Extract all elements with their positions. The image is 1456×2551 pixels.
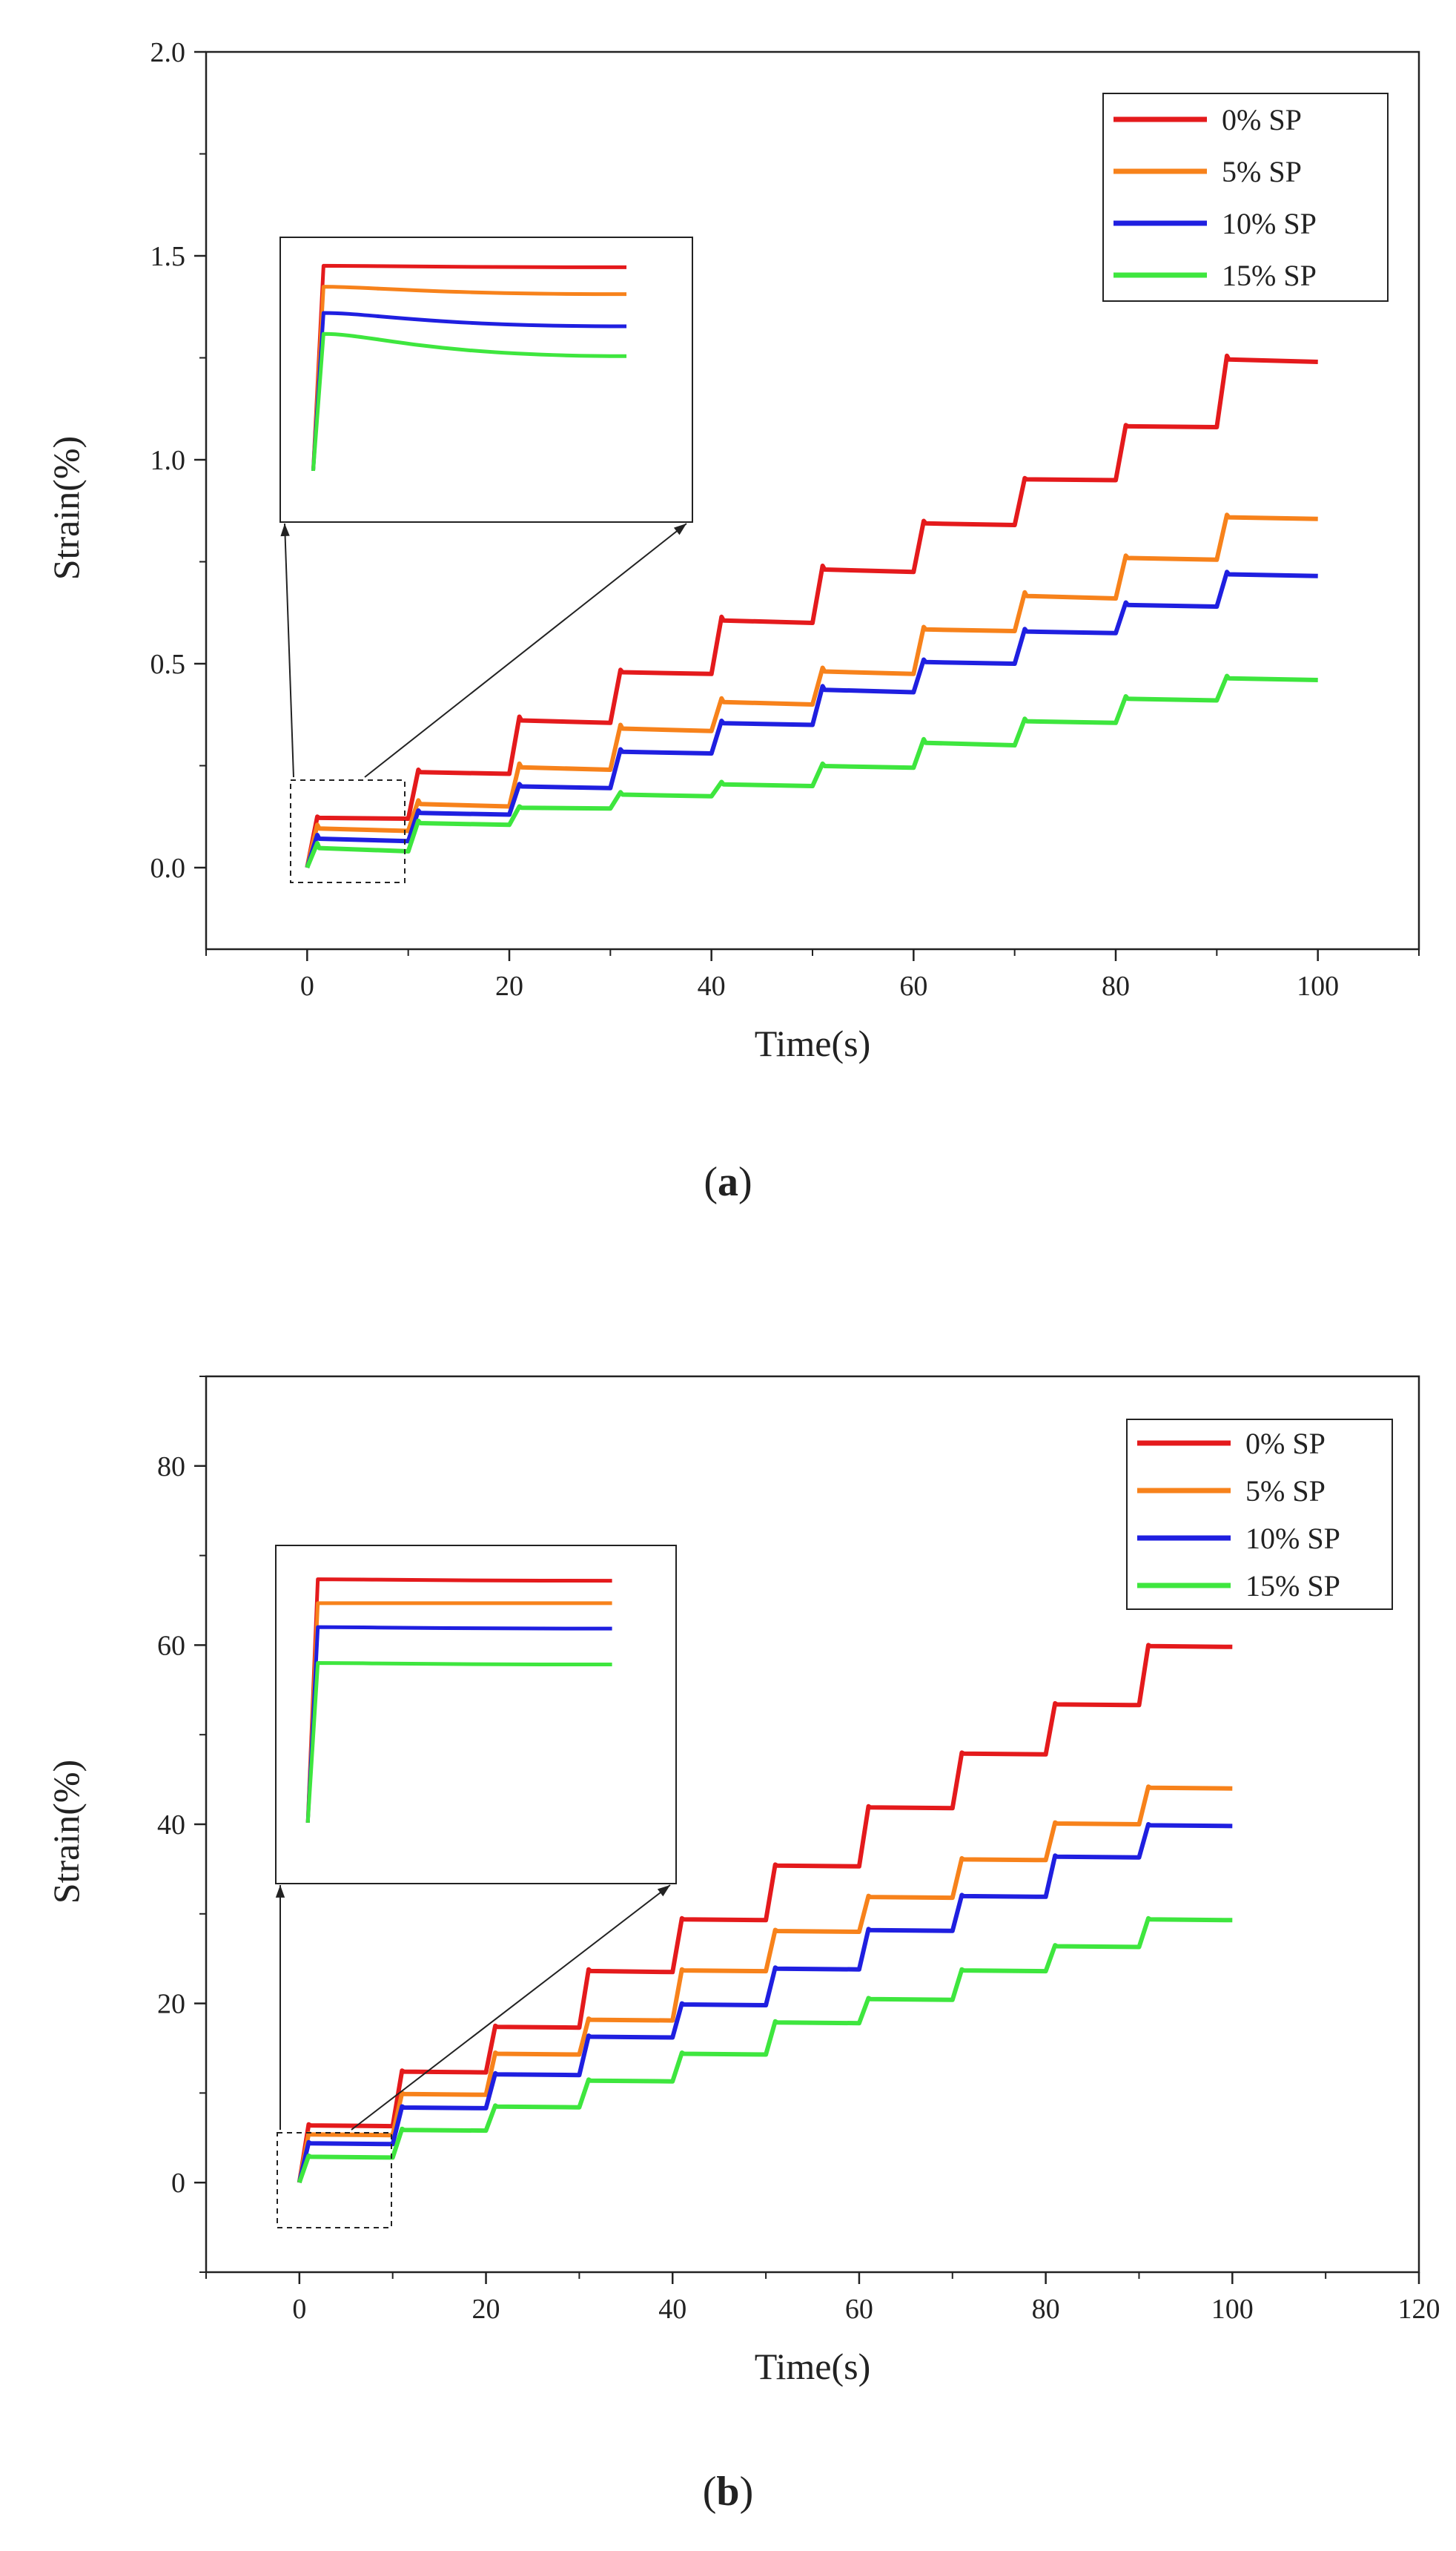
legend-label: 15% SP <box>1245 1569 1340 1603</box>
y-tick-label: 0.5 <box>150 649 186 680</box>
zoom-box <box>277 2132 392 2228</box>
y-tick-label: 20 <box>157 1989 185 2020</box>
y-tick-label: 1.0 <box>150 445 186 476</box>
y-tick-label: 80 <box>157 1451 185 1482</box>
zoom-arrow-left <box>284 523 294 778</box>
series-line-5-sp <box>297 1784 1233 2183</box>
x-tick-label: 0 <box>300 971 314 1002</box>
legend-label: 0% SP <box>1222 103 1302 136</box>
series-line-10-sp <box>297 1822 1233 2183</box>
legend-label: 5% SP <box>1245 1474 1326 1508</box>
series-line-0-sp <box>297 1643 1233 2183</box>
x-tick-label: 40 <box>658 2294 686 2325</box>
zoom-box <box>290 779 406 883</box>
zoom-arrow-right <box>364 523 687 778</box>
legend-label: 5% SP <box>1222 155 1302 188</box>
legend-label: 10% SP <box>1245 1522 1340 1555</box>
x-tick-label: 40 <box>698 971 726 1002</box>
zoom-arrow-right <box>351 1884 671 2131</box>
inset-box <box>279 237 693 523</box>
inset-series-line <box>305 1625 612 1824</box>
inset-series-line <box>305 1601 612 1824</box>
chart-panel-a: 0 20 40 60 80 100 0.0 0.5 1.0 1.5 2.0 Time(s) Strain… <box>45 37 1420 1205</box>
x-tick-label: 100 <box>1297 971 1339 1002</box>
caption-letter: b <box>716 2469 739 2515</box>
zoom-arrow-left-head <box>280 524 290 537</box>
series-line-15-sp <box>297 1915 1233 2184</box>
series-line-0-sp <box>305 353 1318 868</box>
inset-series-line <box>311 331 627 472</box>
legend-label: 15% SP <box>1222 259 1317 292</box>
y-axis-title: Strain(%) <box>45 1760 87 1904</box>
x-tick-label: 120 <box>1398 2294 1440 2325</box>
x-tick-label: 60 <box>899 971 927 1002</box>
zoom-arrow-right-head <box>657 1885 670 1897</box>
x-tick-label: 80 <box>1032 2294 1060 2325</box>
caption-paren: ) <box>740 2469 754 2515</box>
zoom-arrow-right-head <box>673 524 686 535</box>
y-tick-label: 1.5 <box>150 241 186 272</box>
y-tick-label: 0 <box>171 2168 185 2199</box>
x-tick-label: 20 <box>495 971 523 1002</box>
legend-label: 10% SP <box>1222 207 1317 240</box>
caption-paren: ) <box>738 1159 752 1205</box>
inset-series-line <box>311 263 627 472</box>
y-tick-label: 60 <box>157 1630 185 1661</box>
x-tick-label: 60 <box>845 2294 873 2325</box>
panel-caption: (a) <box>704 1159 752 1205</box>
legend-box <box>1126 1419 1393 1610</box>
y-tick-label: 2.0 <box>150 37 186 68</box>
caption-letter: a <box>718 1159 738 1205</box>
caption-paren: ( <box>703 2469 717 2515</box>
caption-paren: ( <box>704 1159 718 1205</box>
legend-label: 0% SP <box>1245 1427 1326 1460</box>
y-tick-label: 40 <box>157 1809 185 1841</box>
x-axis-title: Time(s) <box>755 2346 871 2387</box>
inset-series-line <box>305 1577 612 1824</box>
x-axis-title: Time(s) <box>755 1023 871 1064</box>
series-line-15-sp <box>305 673 1318 869</box>
x-tick-label: 80 <box>1102 971 1130 1002</box>
y-axis-title: Strain(%) <box>45 436 87 580</box>
inset-box <box>275 1545 677 1884</box>
inset-series-line <box>311 311 627 472</box>
inset-series-line <box>305 1661 612 1824</box>
series-line-5-sp <box>305 512 1318 868</box>
zoom-arrow-left-head <box>275 1885 285 1898</box>
x-tick-label: 0 <box>292 2294 306 2325</box>
inset-series-line <box>311 285 627 472</box>
series-line-10-sp <box>305 570 1318 868</box>
chart-panel-b: 0 20 40 60 80 100 120 0 20 40 60 80 Time(s) Strain(%)… <box>45 1375 1440 2515</box>
legend-box <box>1102 93 1389 302</box>
x-tick-label: 100 <box>1211 2294 1254 2325</box>
x-tick-label: 20 <box>472 2294 500 2325</box>
panel-caption: (b) <box>703 2469 753 2515</box>
y-tick-label: 0.0 <box>150 853 186 884</box>
